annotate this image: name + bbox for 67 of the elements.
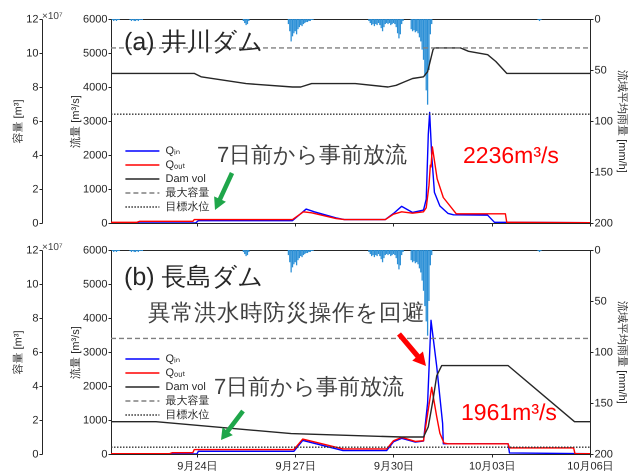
legend-label: Dam vol [166,381,206,393]
x-tick-label: 10月03日 [469,460,516,472]
y3-tick-label: 4 [32,150,38,162]
y-tick-label: 1000 [83,414,108,426]
annotation: 2236m³/s [463,142,559,168]
legend-label: Qᵢₙ [166,145,180,157]
y3-tick-label: 8 [32,312,38,324]
y3-axis-title: 容量 [m³] [11,100,24,144]
annotation: 異常洪水時防災操作を回避 [148,299,425,325]
legend-label: Qₒᵤₜ [166,367,186,379]
legend-label: 最大容量 [166,186,210,199]
x-tick-label: 10月06日 [567,460,614,472]
y-tick-label: 2000 [83,380,108,392]
y2-tick-label: 200 [594,448,613,460]
y2-tick-label: 150 [594,166,613,178]
y-tick-label: 0 [101,448,108,460]
annotation: 7日前から事前放流 [214,374,404,399]
y2-tick-label: 50 [594,296,607,308]
y3-tick-label: 2 [32,414,38,426]
y3-tick-label: 0 [32,218,38,230]
y-tick-label: 3000 [83,346,108,358]
y3-tick-label: 10 [26,48,38,60]
legend-label: 最大容量 [166,394,210,407]
y-tick-label: 6000 [83,244,108,256]
text: ×10⁷ [42,242,63,253]
y-axis-title: 流量 [m³/s] [69,326,82,379]
y-tick-label: 5000 [83,278,108,290]
y3-tick-label: 12 [26,244,38,256]
y2-axis-title: 流域平均雨量 [mm/h] [616,301,629,404]
legend-label: Qₒᵤₜ [166,159,186,171]
x-tick-label: 9月27日 [276,460,316,472]
x-tick-label: 9月24日 [177,460,218,472]
y3-tick-label: 8 [32,82,38,94]
legend-label: 目標水位 [166,200,210,213]
y2-tick-label: 0 [594,244,601,256]
legend-label: Qᵢₙ [166,353,180,365]
y2-tick-label: 200 [594,218,613,230]
y-tick-label: 1000 [83,184,108,196]
y2-axis-title: 流域平均雨量 [mm/h] [616,70,629,173]
y3-tick-label: 12 [26,14,38,26]
text: (b) 長島ダム [124,263,264,291]
y2-tick-label: 50 [594,64,607,76]
y3-tick-label: 0 [32,448,38,460]
y3-tick-label: 10 [26,278,38,290]
y3-tick-label: 6 [32,116,38,128]
y3-tick-label: 4 [32,380,38,392]
x-tick-label: 9月30日 [374,460,414,472]
annotation: 7日前から事前放流 [217,142,408,167]
legend-label: Dam vol [166,173,206,185]
y-tick-label: 3000 [83,116,108,128]
y-tick-label: 2000 [83,150,108,162]
y2-tick-label: 150 [594,398,613,410]
y2-tick-label: 100 [594,116,613,128]
text: ×10⁷ [42,11,63,22]
y3-tick-label: 2 [32,184,38,196]
y-axis-title: 流量 [m³/s] [69,95,82,148]
y-tick-label: 4000 [83,312,108,324]
y-tick-label: 5000 [83,48,108,60]
legend-label: 目標水位 [166,408,210,421]
y2-tick-label: 0 [594,14,601,26]
annotation: 1961m³/s [461,399,557,425]
y-tick-label: 4000 [83,82,108,94]
y2-tick-label: 100 [594,346,613,358]
y-tick-label: 6000 [83,14,108,26]
y-tick-label: 0 [101,218,108,230]
y3-axis-title: 容量 [m³] [11,330,24,374]
y3-tick-label: 6 [32,346,38,358]
